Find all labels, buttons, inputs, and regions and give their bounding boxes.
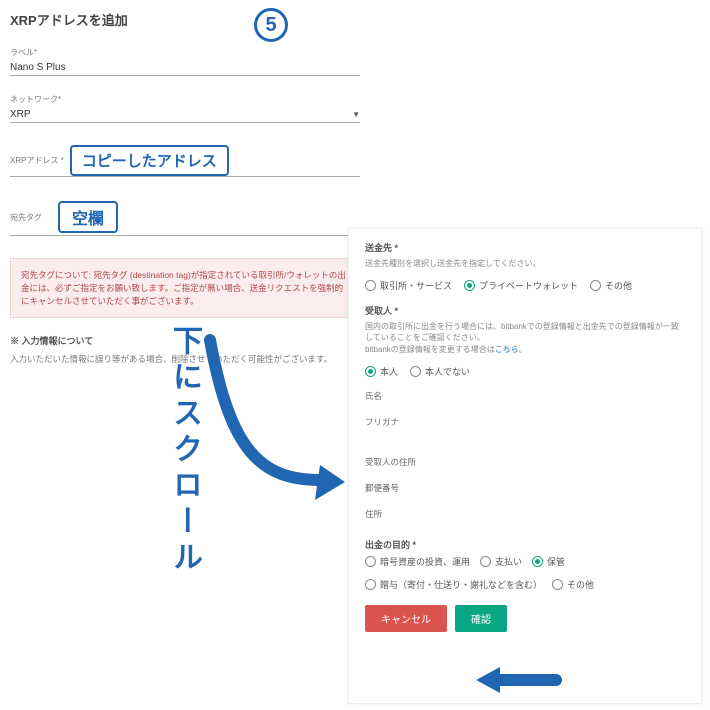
radio-payment[interactable]: 支払い — [480, 555, 522, 568]
radio-storage-label: 保管 — [547, 555, 565, 568]
tag-field[interactable]: 宛先タグ 空欄 — [10, 201, 360, 236]
label-field: ラベル* Nano S Plus — [10, 47, 360, 76]
radio-gift-label: 贈与（寄付・仕送り・謝礼などを含む） — [380, 578, 542, 591]
radio-storage[interactable]: 保管 — [532, 555, 565, 568]
radio-not-self-label: 本人でない — [425, 365, 470, 378]
panel-title: XRPアドレスを追加 — [10, 10, 360, 29]
withdrawal-details-panel: 送金先 * 送金先種別を選択し送金先を指定してください。 取引所・サービス プラ… — [348, 228, 702, 704]
radio-not-self[interactable]: 本人でない — [410, 365, 470, 378]
network-field-label: ネットワーク* — [10, 94, 360, 105]
address-field-label: XRPアドレス * — [10, 155, 64, 166]
label-field-label: ラベル* — [10, 47, 360, 58]
cancel-button[interactable]: キャンセル — [365, 605, 447, 632]
radio-other-purpose[interactable]: その他 — [552, 578, 594, 591]
postal-label: 郵便番号 — [365, 482, 685, 494]
arrow-scroll-icon — [190, 320, 350, 520]
network-select-value: XRP — [10, 109, 31, 120]
label-input-value: Nano S Plus — [10, 62, 66, 73]
button-row: キャンセル 確認 — [365, 605, 685, 632]
address-hint: コピーしたアドレス — [70, 145, 229, 176]
destination-radio-group: 取引所・サービス プライベートウォレット その他 — [365, 279, 685, 292]
radio-private-wallet[interactable]: プライベートウォレット — [464, 279, 578, 292]
change-info-link[interactable]: こちら — [495, 345, 519, 354]
tag-hint: 空欄 — [58, 201, 118, 233]
network-field: ネットワーク* XRP ▼ — [10, 94, 360, 123]
radio-exchange-label: 取引所・サービス — [380, 279, 452, 292]
furigana-label: フリガナ — [365, 416, 685, 428]
add-address-panel: XRPアドレスを追加 ラベル* Nano S Plus ネットワーク* XRP … — [10, 10, 360, 366]
address-label: 住所 — [365, 508, 685, 520]
recipient-address-label: 受取人の住所 — [365, 456, 685, 468]
name-label: 氏名 — [365, 390, 685, 402]
confirm-button[interactable]: 確認 — [455, 605, 507, 632]
radio-payment-label: 支払い — [495, 555, 522, 568]
recipient-sub-2c: 。 — [519, 345, 527, 354]
destination-subtitle: 送金先種別を選択し送金先を指定してください。 — [365, 258, 685, 269]
radio-self[interactable]: 本人 — [365, 365, 398, 378]
recipient-subtitle: 国内の取引所に出金を行う場合には、bitbankでの登録情報と出金先での登録情報… — [365, 321, 685, 355]
radio-investment-label: 暗号資産の投資、運用 — [380, 555, 470, 568]
label-input[interactable]: Nano S Plus — [10, 60, 360, 76]
radio-other-purpose-label: その他 — [567, 578, 594, 591]
chevron-down-icon: ▼ — [352, 110, 360, 119]
radio-other-dest-label: その他 — [605, 279, 632, 292]
arrow-confirm-icon — [476, 660, 566, 700]
purpose-title: 出金の目的 * — [365, 538, 685, 551]
purpose-radio-group: 暗号資産の投資、運用 支払い 保管 贈与（寄付・仕送り・謝礼などを含む） その他 — [365, 555, 685, 591]
radio-other-dest[interactable]: その他 — [590, 279, 632, 292]
recipient-radio-group: 本人 本人でない — [365, 365, 685, 378]
tag-field-label: 宛先タグ — [10, 212, 42, 223]
destination-tag-alert: 宛先タグについて: 宛先タグ (destination tag)が指定されている… — [10, 258, 360, 318]
radio-exchange[interactable]: 取引所・サービス — [365, 279, 452, 292]
address-field[interactable]: XRPアドレス * コピーしたアドレス — [10, 145, 360, 177]
radio-private-wallet-label: プライベートウォレット — [479, 279, 578, 292]
radio-self-label: 本人 — [380, 365, 398, 378]
recipient-sub-2a: bitbankの登録情報を変更する場合は — [365, 345, 495, 354]
recipient-title: 受取人 * — [365, 304, 685, 317]
network-select[interactable]: XRP ▼ — [10, 107, 360, 123]
destination-title: 送金先 * — [365, 241, 685, 254]
recipient-sub-1: 国内の取引所に出金を行う場合には、bitbankでの登録情報と出金先での登録情報… — [365, 322, 679, 342]
radio-investment[interactable]: 暗号資産の投資、運用 — [365, 555, 470, 568]
radio-gift[interactable]: 贈与（寄付・仕送り・謝礼などを含む） — [365, 578, 542, 591]
